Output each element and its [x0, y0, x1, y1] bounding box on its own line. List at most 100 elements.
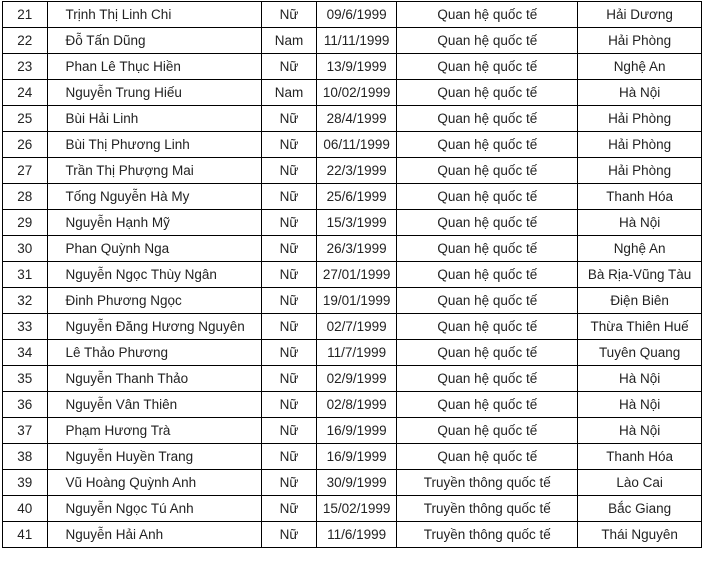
major-cell: Quan hệ quốc tế — [396, 53, 579, 80]
row-number-cell: 36 — [2, 391, 48, 418]
gender-cell: Nữ — [261, 521, 317, 548]
date-of-birth-cell: 28/4/1999 — [315, 105, 398, 132]
province-cell: Hải Dương — [577, 1, 702, 28]
major-cell: Quan hệ quốc tế — [396, 339, 579, 366]
province-cell: Hải Phòng — [577, 105, 702, 132]
gender-cell: Nữ — [261, 235, 317, 262]
major-cell: Quan hệ quốc tế — [396, 287, 579, 314]
gender-cell: Nữ — [261, 287, 317, 314]
student-name-cell: Nguyễn Ngọc Thùy Ngân — [46, 261, 263, 288]
date-of-birth-cell: 02/7/1999 — [315, 313, 398, 340]
date-of-birth-cell: 02/8/1999 — [315, 391, 398, 418]
row-number-cell: 38 — [2, 443, 48, 470]
gender-cell: Nữ — [261, 365, 317, 392]
date-of-birth-cell: 06/11/1999 — [315, 131, 398, 158]
student-name-cell: Trịnh Thị Linh Chi — [46, 1, 263, 28]
gender-cell: Nữ — [261, 391, 317, 418]
major-cell: Quan hệ quốc tế — [396, 235, 579, 262]
table-row: 24 Nguyễn Trung Hiếu Nam 10/02/1999 Quan hệ … — [2, 79, 702, 106]
date-of-birth-cell: 27/01/1999 — [315, 261, 398, 288]
major-cell: Quan hệ quốc tế — [396, 209, 579, 236]
province-cell: Hà Nội — [577, 391, 702, 418]
table-row: 39 Vũ Hoàng Quỳnh Anh Nữ 30/9/1999 Truyền th… — [2, 469, 702, 496]
date-of-birth-cell: 25/6/1999 — [315, 183, 398, 210]
student-name-cell: Phạm Hương Trà — [46, 417, 263, 444]
major-cell: Quan hệ quốc tế — [396, 79, 579, 106]
row-number-cell: 34 — [2, 339, 48, 366]
date-of-birth-cell: 02/9/1999 — [315, 365, 398, 392]
date-of-birth-cell: 22/3/1999 — [315, 157, 398, 184]
date-of-birth-cell: 10/02/1999 — [315, 79, 398, 106]
province-cell: Hải Phòng — [577, 27, 702, 54]
table-row: 28 Tống Nguyễn Hà My Nữ 25/6/1999 Quan hệ qu… — [2, 183, 702, 210]
province-cell: Hà Nội — [577, 365, 702, 392]
student-name-cell: Nguyễn Hạnh Mỹ — [46, 209, 263, 236]
date-of-birth-cell: 11/11/1999 — [315, 27, 398, 54]
province-cell: Thanh Hóa — [577, 183, 702, 210]
student-name-cell: Phan Lê Thục Hiền — [46, 53, 263, 80]
row-number-cell: 40 — [2, 495, 48, 522]
table-row: 27 Trần Thị Phượng Mai Nữ 22/3/1999 Quan hệ … — [2, 157, 702, 184]
major-cell: Quan hệ quốc tế — [396, 105, 579, 132]
province-cell: Hà Nội — [577, 79, 702, 106]
student-name-cell: Bùi Thị Phương Linh — [46, 131, 263, 158]
date-of-birth-cell: 16/9/1999 — [315, 443, 398, 470]
gender-cell: Nữ — [261, 469, 317, 496]
province-cell: Hải Phòng — [577, 157, 702, 184]
student-name-cell: Nguyễn Thanh Thảo — [46, 365, 263, 392]
province-cell: Hà Nội — [577, 209, 702, 236]
gender-cell: Nữ — [261, 131, 317, 158]
row-number-cell: 26 — [2, 131, 48, 158]
student-name-cell: Nguyễn Đăng Hương Nguyên — [46, 313, 263, 340]
table-row: 35 Nguyễn Thanh Thảo Nữ 02/9/1999 Quan hệ qu… — [2, 365, 702, 392]
gender-cell: Nam — [261, 27, 317, 54]
table-row: 37 Phạm Hương Trà Nữ 16/9/1999 Quan hệ quốc … — [2, 417, 702, 444]
table-row: 25 Bùi Hải Linh Nữ 28/4/1999 Quan hệ quốc tế… — [2, 105, 702, 132]
date-of-birth-cell: 16/9/1999 — [315, 417, 398, 444]
student-name-cell: Đỗ Tấn Dũng — [46, 27, 263, 54]
date-of-birth-cell: 19/01/1999 — [315, 287, 398, 314]
row-number-cell: 23 — [2, 53, 48, 80]
row-number-cell: 22 — [2, 27, 48, 54]
table-row: 30 Phan Quỳnh Nga Nữ 26/3/1999 Quan hệ quốc … — [2, 235, 702, 262]
major-cell: Quan hệ quốc tế — [396, 27, 579, 54]
major-cell: Quan hệ quốc tế — [396, 131, 579, 158]
row-number-cell: 27 — [2, 157, 48, 184]
student-name-cell: Nguyễn Vân Thiên — [46, 391, 263, 418]
table-row: 21 Trịnh Thị Linh Chi Nữ 09/6/1999 Quan hệ q… — [2, 1, 702, 28]
major-cell: Truyền thông quốc tế — [396, 495, 579, 522]
table-row: 36 Nguyễn Vân Thiên Nữ 02/8/1999 Quan hệ quố… — [2, 391, 702, 418]
gender-cell: Nữ — [261, 313, 317, 340]
table-row: 41 Nguyễn Hải Anh Nữ 11/6/1999 Truyền thông … — [2, 521, 702, 548]
table-row: 29 Nguyễn Hạnh Mỹ Nữ 15/3/1999 Quan hệ quốc … — [2, 209, 702, 236]
student-name-cell: Vũ Hoàng Quỳnh Anh — [46, 469, 263, 496]
row-number-cell: 31 — [2, 261, 48, 288]
date-of-birth-cell: 09/6/1999 — [315, 1, 398, 28]
major-cell: Quan hệ quốc tế — [396, 313, 579, 340]
major-cell: Quan hệ quốc tế — [396, 443, 579, 470]
table-row: 40 Nguyễn Ngọc Tú Anh Nữ 15/02/1999 Truyền t… — [2, 495, 702, 522]
row-number-cell: 39 — [2, 469, 48, 496]
student-table: 21 Trịnh Thị Linh Chi Nữ 09/6/1999 Quan hệ q… — [2, 1, 702, 548]
major-cell: Quan hệ quốc tế — [396, 1, 579, 28]
major-cell: Quan hệ quốc tế — [396, 157, 579, 184]
row-number-cell: 21 — [2, 1, 48, 28]
gender-cell: Nữ — [261, 261, 317, 288]
row-number-cell: 28 — [2, 183, 48, 210]
major-cell: Quan hệ quốc tế — [396, 391, 579, 418]
student-name-cell: Lê Thảo Phương — [46, 339, 263, 366]
student-name-cell: Đinh Phương Ngọc — [46, 287, 263, 314]
table-row: 23 Phan Lê Thục Hiền Nữ 13/9/1999 Quan hệ qu… — [2, 53, 702, 80]
gender-cell: Nữ — [261, 183, 317, 210]
student-name-cell: Nguyễn Huyền Trang — [46, 443, 263, 470]
gender-cell: Nữ — [261, 339, 317, 366]
table-row: 34 Lê Thảo Phương Nữ 11/7/1999 Quan hệ quốc … — [2, 339, 702, 366]
gender-cell: Nữ — [261, 53, 317, 80]
row-number-cell: 24 — [2, 79, 48, 106]
province-cell: Tuyên Quang — [577, 339, 702, 366]
row-number-cell: 30 — [2, 235, 48, 262]
province-cell: Nghệ An — [577, 235, 702, 262]
student-name-cell: Trần Thị Phượng Mai — [46, 157, 263, 184]
date-of-birth-cell: 26/3/1999 — [315, 235, 398, 262]
gender-cell: Nữ — [261, 417, 317, 444]
